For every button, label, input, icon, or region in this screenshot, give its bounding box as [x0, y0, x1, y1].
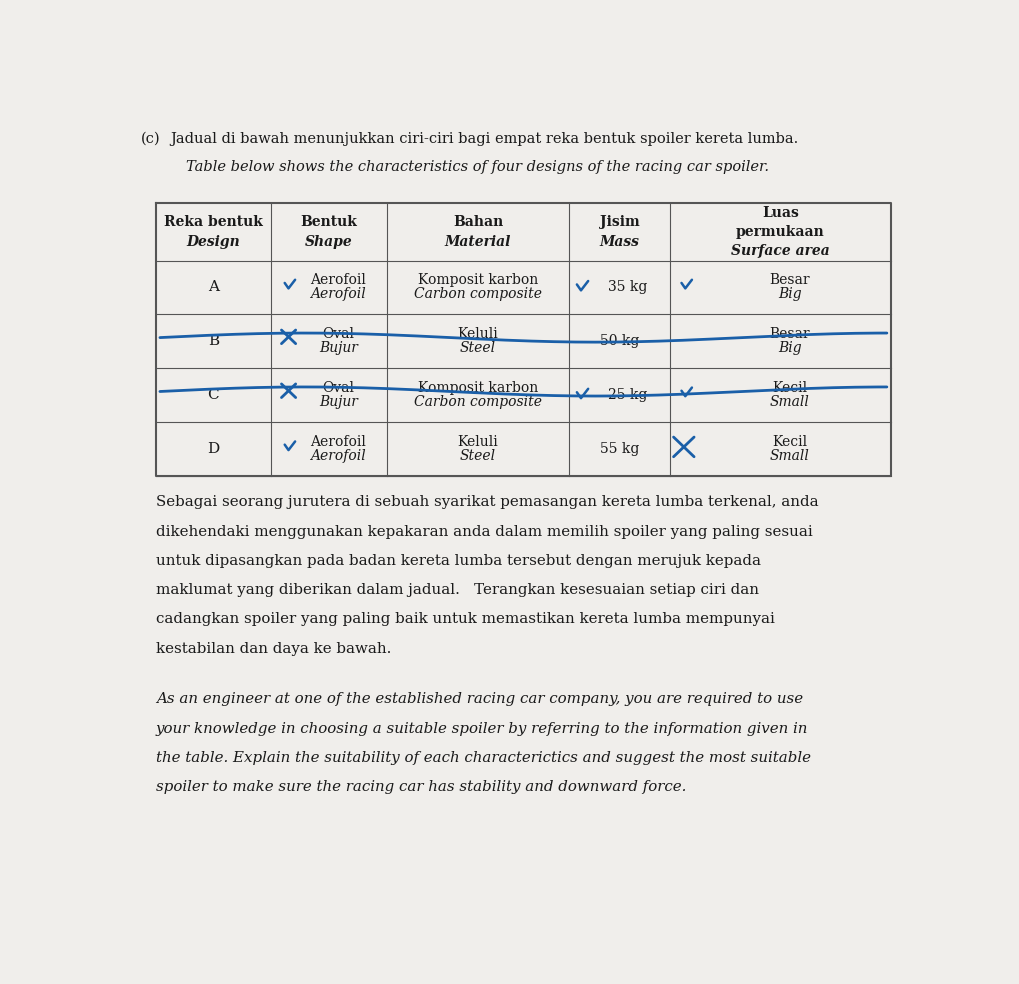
- Text: Big: Big: [777, 341, 801, 355]
- Text: Shape: Shape: [305, 234, 353, 249]
- Text: Bujur: Bujur: [319, 341, 358, 355]
- Text: your knowledge in choosing a suitable spoiler by referring to the information gi: your knowledge in choosing a suitable sp…: [156, 721, 808, 736]
- Text: A: A: [208, 280, 219, 294]
- Text: C: C: [208, 389, 219, 402]
- Text: 50 kg: 50 kg: [600, 335, 639, 348]
- Text: Keluli: Keluli: [458, 435, 498, 449]
- Text: Aerofoil: Aerofoil: [310, 435, 366, 449]
- Text: Steel: Steel: [460, 449, 496, 463]
- Text: Carbon composite: Carbon composite: [414, 287, 542, 301]
- Text: Oval: Oval: [322, 381, 355, 396]
- Text: the table. Explain the suitability of each characterictics and suggest the most : the table. Explain the suitability of ea…: [156, 751, 811, 765]
- Text: B: B: [208, 335, 219, 348]
- Text: Jadual di bawah menunjukkan ciri-ciri bagi empat reka bentuk spoiler kereta lumb: Jadual di bawah menunjukkan ciri-ciri ba…: [170, 132, 798, 146]
- Text: Bujur: Bujur: [319, 396, 358, 409]
- Text: Material: Material: [445, 234, 512, 249]
- Text: Besar: Besar: [769, 274, 810, 287]
- Text: spoiler to make sure the racing car has stability and downward force.: spoiler to make sure the racing car has …: [156, 780, 687, 794]
- Text: Kecil: Kecil: [772, 381, 807, 396]
- Text: maklumat yang diberikan dalam jadual.   Terangkan kesesuaian setiap ciri dan: maklumat yang diberikan dalam jadual. Te…: [156, 584, 759, 597]
- Text: (c): (c): [142, 132, 161, 146]
- Text: Aerofoil: Aerofoil: [311, 449, 366, 463]
- Text: cadangkan spoiler yang paling baik untuk memastikan kereta lumba mempunyai: cadangkan spoiler yang paling baik untuk…: [156, 612, 774, 627]
- Text: kestabilan dan daya ke bawah.: kestabilan dan daya ke bawah.: [156, 642, 391, 655]
- Text: Sebagai seorang jurutera di sebuah syarikat pemasangan kereta lumba terkenal, an: Sebagai seorang jurutera di sebuah syari…: [156, 495, 818, 510]
- Text: Table below shows the characteristics of four designs of the racing car spoiler.: Table below shows the characteristics of…: [185, 160, 768, 174]
- Text: Bahan: Bahan: [452, 215, 503, 229]
- Text: Jisim: Jisim: [599, 215, 639, 229]
- Text: Aerofoil: Aerofoil: [311, 287, 366, 301]
- Text: Small: Small: [769, 396, 809, 409]
- Text: Komposit karbon: Komposit karbon: [418, 274, 538, 287]
- Text: Keluli: Keluli: [458, 328, 498, 341]
- Text: Carbon composite: Carbon composite: [414, 396, 542, 409]
- Text: permukaan: permukaan: [736, 224, 824, 239]
- Text: dikehendaki menggunakan kepakaran anda dalam memilih spoiler yang paling sesuai: dikehendaki menggunakan kepakaran anda d…: [156, 524, 813, 538]
- Text: Kecil: Kecil: [772, 435, 807, 449]
- Text: Design: Design: [186, 234, 240, 249]
- Text: Oval: Oval: [322, 328, 355, 341]
- Text: Mass: Mass: [599, 234, 640, 249]
- Text: D: D: [207, 442, 219, 457]
- Text: Luas: Luas: [762, 206, 799, 219]
- Text: Small: Small: [769, 449, 809, 463]
- Text: untuk dipasangkan pada badan kereta lumba tersebut dengan merujuk kepada: untuk dipasangkan pada badan kereta lumb…: [156, 554, 761, 568]
- Text: Big: Big: [777, 287, 801, 301]
- Text: Komposit karbon: Komposit karbon: [418, 381, 538, 396]
- Text: Surface area: Surface area: [731, 244, 829, 259]
- Text: Besar: Besar: [769, 328, 810, 341]
- Text: Bentuk: Bentuk: [301, 215, 358, 229]
- Text: 55 kg: 55 kg: [600, 442, 639, 457]
- Text: Reka bentuk: Reka bentuk: [164, 215, 263, 229]
- Text: As an engineer at one of the established racing car company, you are required to: As an engineer at one of the established…: [156, 693, 803, 707]
- Text: Aerofoil: Aerofoil: [310, 274, 366, 287]
- Text: 25 kg: 25 kg: [607, 389, 647, 402]
- Text: Steel: Steel: [460, 341, 496, 355]
- Text: 35 kg: 35 kg: [607, 280, 647, 294]
